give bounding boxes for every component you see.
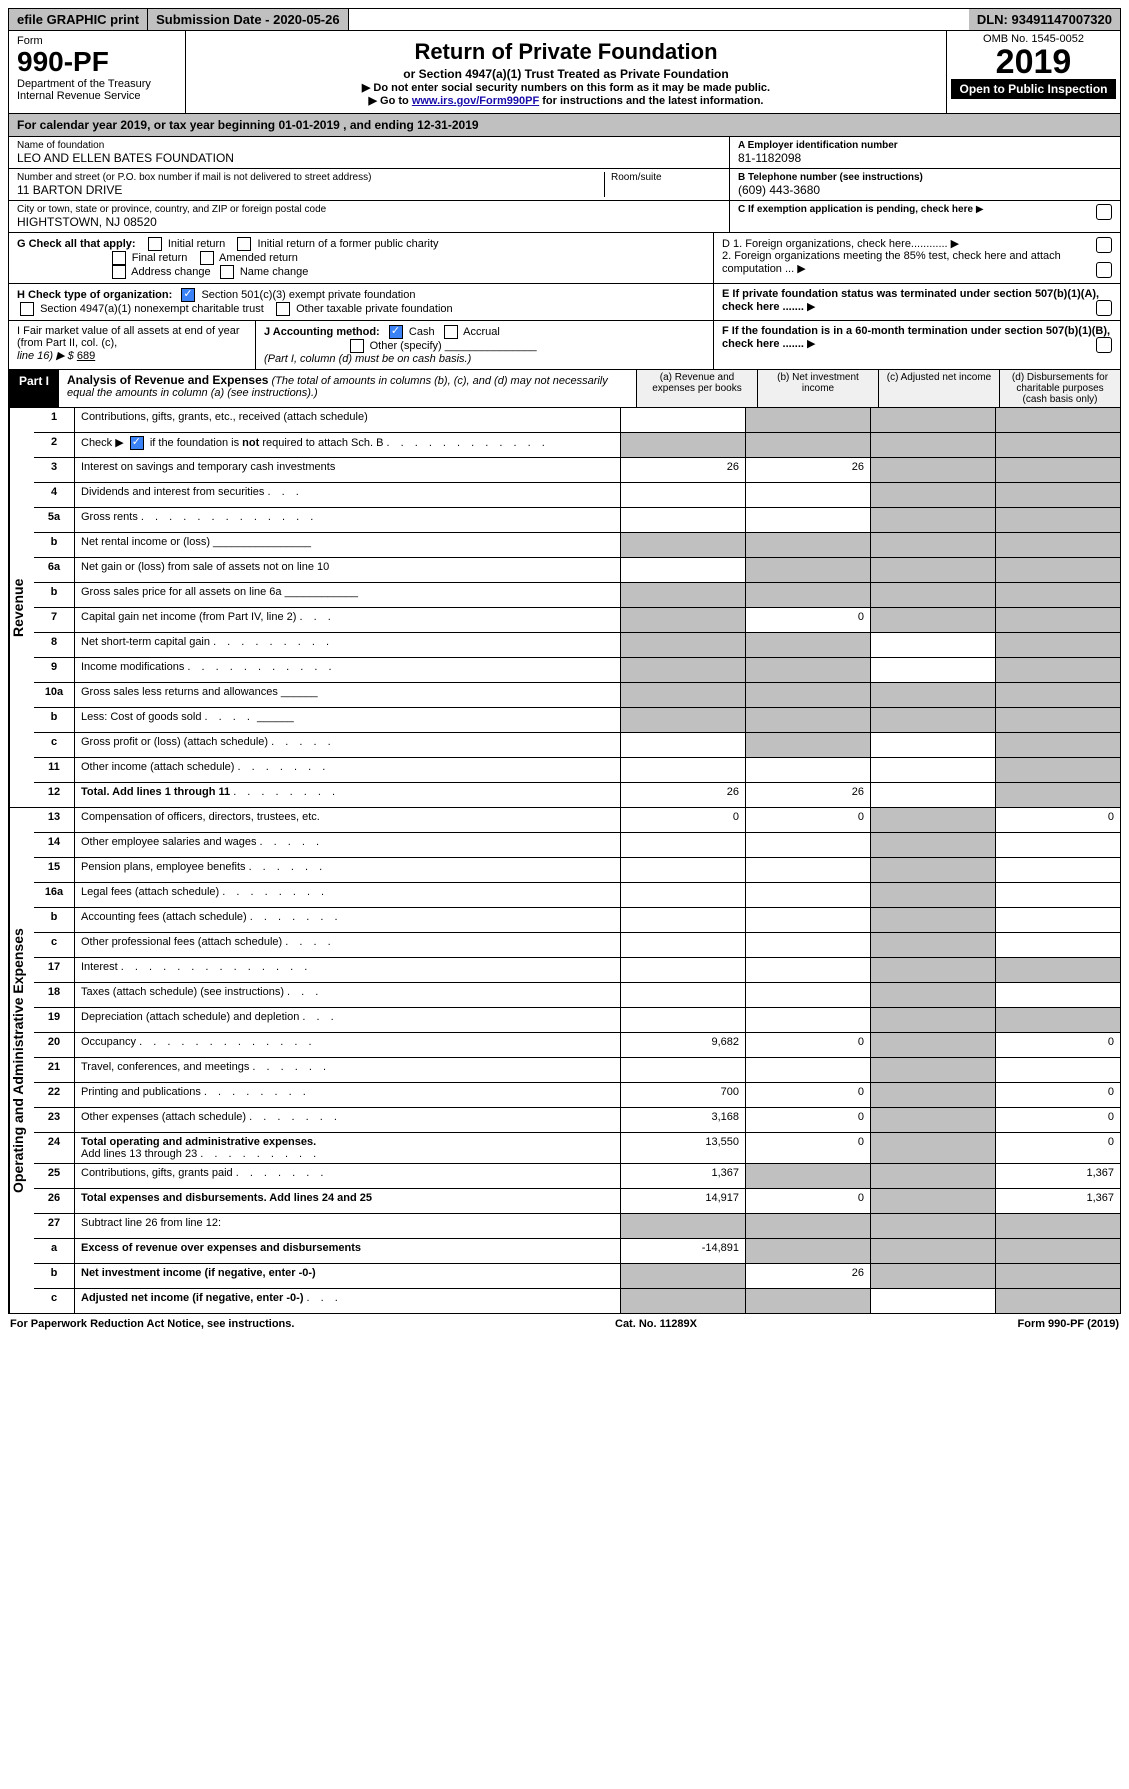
chk-501c3[interactable] <box>181 288 195 302</box>
efile-label[interactable]: efile GRAPHIC print <box>9 9 148 30</box>
c-label: C If exemption application is pending, c… <box>738 204 973 215</box>
goto-post: for instructions and the latest informat… <box>539 95 763 107</box>
e-checkbox[interactable] <box>1096 300 1112 316</box>
ssn-note: ▶ Do not enter social security numbers o… <box>194 81 938 94</box>
j-note: (Part I, column (d) must be on cash basi… <box>264 353 471 365</box>
cat-no: Cat. No. 11289X <box>615 1318 697 1330</box>
calendar-year-bar: For calendar year 2019, or tax year begi… <box>8 114 1121 137</box>
f-checkbox[interactable] <box>1096 337 1112 353</box>
chk-initial-former[interactable] <box>237 237 251 251</box>
form-subtitle: or Section 4947(a)(1) Trust Treated as P… <box>194 67 938 81</box>
form-header: Form 990-PF Department of the Treasury I… <box>8 31 1121 114</box>
col-d-hdr: (d) Disbursements for charitable purpose… <box>999 370 1120 407</box>
open-inspection: Open to Public Inspection <box>951 79 1116 99</box>
revenue-section: Revenue 1Contributions, gifts, grants, e… <box>8 408 1121 808</box>
ein-label: A Employer identification number <box>738 140 898 151</box>
form-ref: Form 990-PF (2019) <box>1018 1318 1119 1330</box>
part1-label: Part I <box>9 370 59 407</box>
chk-addrchange[interactable] <box>112 265 126 279</box>
i-line: line 16) ▶ $ <box>17 350 74 362</box>
room-label: Room/suite <box>611 172 662 183</box>
i-value: 689 <box>77 350 95 362</box>
opex-section: Operating and Administrative Expenses 13… <box>8 808 1121 1314</box>
tel-value: (609) 443-3680 <box>738 183 820 197</box>
d2-label: 2. Foreign organizations meeting the 85%… <box>722 250 1061 275</box>
pra-notice: For Paperwork Reduction Act Notice, see … <box>10 1318 294 1330</box>
d2-checkbox[interactable] <box>1096 262 1112 278</box>
chk-other[interactable] <box>350 339 364 353</box>
ij-f-block: I Fair market value of all assets at end… <box>8 321 1121 370</box>
f-label: F If the foundation is in a 60-month ter… <box>722 325 1110 350</box>
h-e-block: H Check type of organization: Section 50… <box>8 284 1121 321</box>
chk-4947[interactable] <box>20 302 34 316</box>
chk-amended[interactable] <box>200 251 214 265</box>
chk-schb[interactable] <box>130 436 144 450</box>
chk-othertax[interactable] <box>276 302 290 316</box>
addr-label: Number and street (or P.O. box number if… <box>17 172 371 183</box>
efile-bar: efile GRAPHIC print Submission Date - 20… <box>8 8 1121 31</box>
chk-final[interactable] <box>112 251 126 265</box>
tax-year: 2019 <box>951 45 1116 79</box>
dept-label: Department of the Treasury <box>17 78 177 90</box>
col-a-hdr: (a) Revenue and expenses per books <box>636 370 757 407</box>
dln-label: DLN: 93491147007320 <box>969 9 1120 30</box>
e-label: E If private foundation status was termi… <box>722 288 1099 313</box>
ein-value: 81-1182098 <box>738 151 801 165</box>
chk-accrual[interactable] <box>444 325 458 339</box>
city-label: City or town, state or province, country… <box>17 204 326 215</box>
g-d-block: G Check all that apply: Initial return I… <box>8 233 1121 284</box>
j-label: J Accounting method: <box>264 326 380 338</box>
identity-block: Name of foundation LEO AND ELLEN BATES F… <box>8 137 1121 233</box>
goto-pre: ▶ Go to <box>369 95 412 107</box>
d1-checkbox[interactable] <box>1096 237 1112 253</box>
revenue-side-label: Revenue <box>9 408 34 807</box>
g-label: G Check all that apply: <box>17 238 136 250</box>
chk-cash[interactable] <box>389 325 403 339</box>
opex-side-label: Operating and Administrative Expenses <box>9 808 34 1313</box>
col-c-hdr: (c) Adjusted net income <box>878 370 999 407</box>
street-address: 11 BARTON DRIVE <box>17 183 122 197</box>
irs-link[interactable]: www.irs.gov/Form990PF <box>412 95 539 107</box>
c-checkbox[interactable] <box>1096 204 1112 220</box>
city-value: HIGHTSTOWN, NJ 08520 <box>17 215 157 229</box>
part1-title: Analysis of Revenue and Expenses <box>67 373 268 387</box>
foundation-name: LEO AND ELLEN BATES FOUNDATION <box>17 151 234 165</box>
form-number: 990-PF <box>17 47 177 78</box>
chk-initial[interactable] <box>148 237 162 251</box>
h-label: H Check type of organization: <box>17 289 172 301</box>
page-footer: For Paperwork Reduction Act Notice, see … <box>8 1314 1121 1334</box>
i-label: I Fair market value of all assets at end… <box>17 325 240 349</box>
name-label: Name of foundation <box>17 140 104 151</box>
d1-label: D 1. Foreign organizations, check here..… <box>722 238 948 250</box>
chk-namechange[interactable] <box>220 265 234 279</box>
col-b-hdr: (b) Net investment income <box>757 370 878 407</box>
form-title: Return of Private Foundation <box>194 39 938 65</box>
submission-date: Submission Date - 2020-05-26 <box>148 9 349 30</box>
irs-label: Internal Revenue Service <box>17 90 177 102</box>
part1-header: Part I Analysis of Revenue and Expenses … <box>8 370 1121 408</box>
tel-label: B Telephone number (see instructions) <box>738 172 923 183</box>
